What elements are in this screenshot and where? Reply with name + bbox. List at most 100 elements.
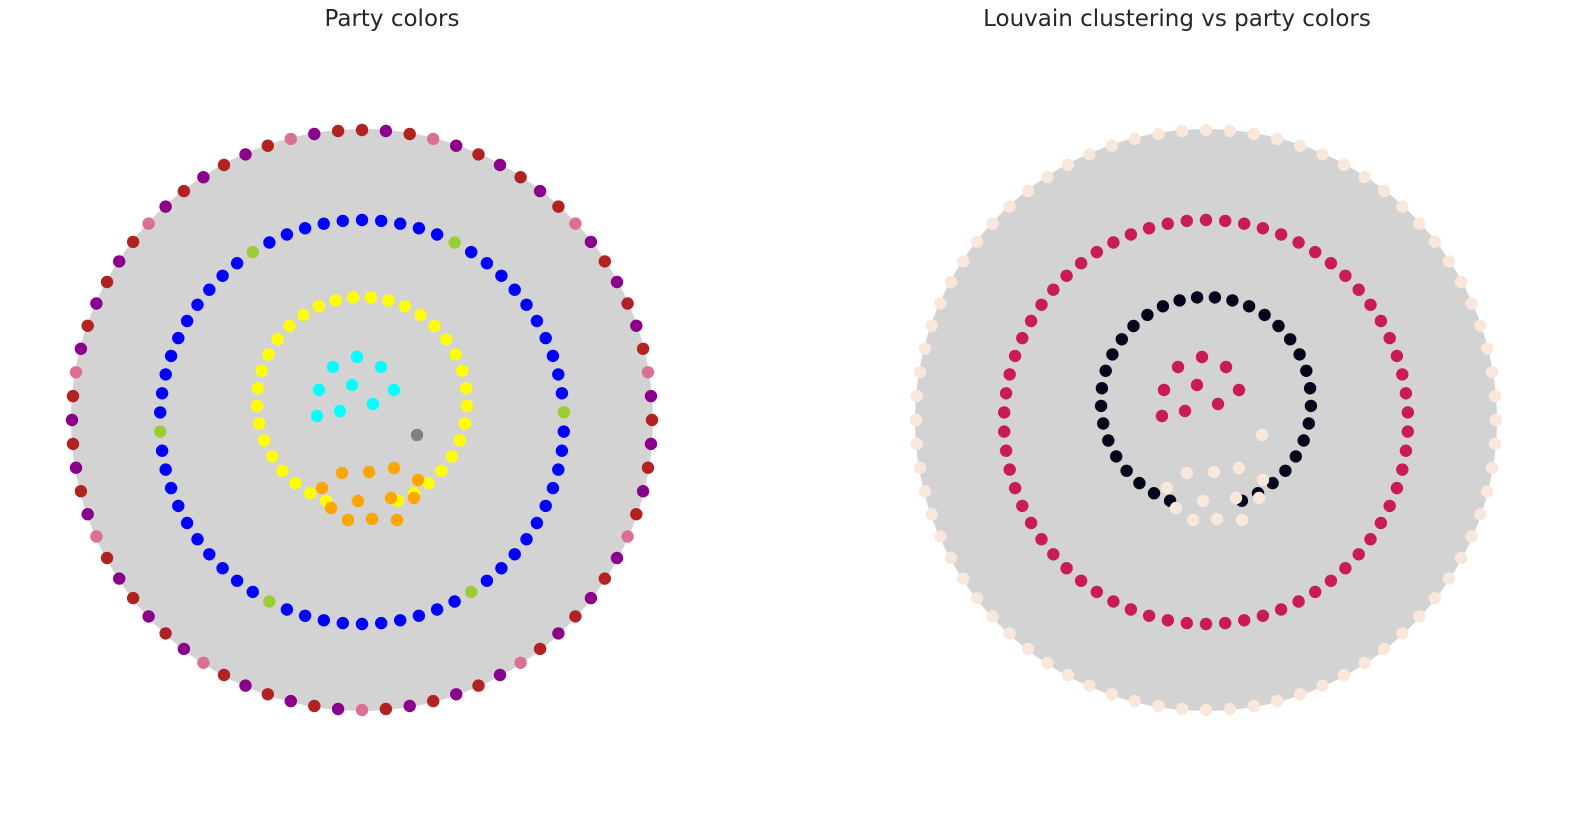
node-outer	[379, 124, 393, 138]
node-inner-arc	[1266, 476, 1279, 490]
node-crimson-group	[1232, 383, 1246, 397]
network-plot-louvain	[909, 123, 1503, 717]
node-middle	[154, 425, 167, 438]
node-orange-group	[365, 512, 379, 526]
node-inner-arc	[1297, 434, 1310, 447]
node-middle	[394, 217, 407, 230]
node-inner-arc	[456, 364, 469, 377]
node-outer	[1465, 530, 1478, 543]
node-inner-arc	[1293, 348, 1306, 361]
node-outer	[934, 297, 947, 310]
node-outer	[913, 366, 927, 379]
node-orange-group	[407, 491, 421, 505]
node-middle	[164, 481, 178, 495]
node-middle	[465, 585, 478, 599]
node-outer	[584, 235, 598, 249]
node-pale-group	[1252, 491, 1266, 505]
node-outer	[533, 642, 547, 656]
node-outer	[1175, 702, 1189, 716]
node-outer	[913, 461, 927, 474]
node-inner-arc	[1302, 417, 1315, 430]
node-outer	[1294, 688, 1307, 701]
node-cyan-group	[345, 378, 359, 392]
node-middle	[557, 425, 570, 438]
node-inner-arc	[1110, 450, 1123, 463]
node-pale-group	[1210, 512, 1224, 526]
panel-title: Party colors	[324, 6, 460, 32]
node-inner-arc	[422, 476, 435, 490]
edge-hull	[915, 129, 1497, 711]
node-middle	[172, 331, 185, 345]
node-middle	[336, 214, 349, 228]
node-outer	[1041, 171, 1054, 184]
node-inner-arc	[297, 308, 310, 322]
node-outer	[126, 591, 140, 605]
node-pale-group	[1180, 466, 1194, 480]
node-inner-arc	[1156, 300, 1170, 313]
node-inner-arc	[276, 464, 289, 477]
node-inner-arc	[1095, 382, 1109, 395]
node-middle	[203, 283, 216, 296]
node-outer	[261, 139, 274, 152]
node-outer	[450, 688, 463, 701]
node-outer	[1083, 148, 1096, 161]
node-middle	[1008, 349, 1022, 363]
node-middle	[539, 499, 552, 513]
node-middle	[520, 533, 533, 546]
node-inner-arc	[289, 476, 302, 490]
node-cyan-group	[374, 360, 388, 374]
node-outer	[284, 694, 297, 708]
node-outer	[552, 200, 565, 213]
node-outer	[584, 591, 598, 605]
node-inner-arc	[458, 417, 471, 430]
node-middle	[1256, 222, 1270, 235]
node-outer	[1454, 551, 1468, 565]
node-outer	[159, 627, 172, 640]
node-crimson-group	[1171, 360, 1185, 374]
node-middle	[1364, 533, 1377, 546]
node-outer	[1223, 124, 1237, 138]
node-cyan-group	[350, 350, 364, 364]
node-outer	[493, 668, 507, 682]
node-outer	[81, 319, 94, 332]
node-middle	[191, 533, 204, 546]
panel-louvain-clustering: Louvain clustering vs party colors	[785, 0, 1569, 816]
node-middle	[1324, 574, 1338, 587]
node-outer	[1413, 610, 1426, 623]
node-middle	[216, 269, 229, 282]
node-middle	[1003, 463, 1016, 476]
node-cyan-group	[312, 383, 326, 397]
node-pale-group	[1235, 513, 1249, 527]
node-outer	[1105, 688, 1118, 701]
node-outer	[1152, 699, 1165, 713]
node-inner-arc	[453, 434, 466, 447]
node-inner-arc	[428, 319, 441, 333]
node-inner-arc	[1208, 291, 1222, 304]
node-middle	[1090, 585, 1103, 599]
node-inner-arc	[459, 382, 473, 395]
node-middle	[1399, 387, 1413, 400]
node-pale-group	[1196, 494, 1210, 508]
node-middle	[1238, 614, 1251, 627]
node-middle	[355, 617, 369, 631]
node-inner-arc	[1303, 382, 1317, 395]
node-outer	[1488, 389, 1502, 403]
node-outer	[1247, 127, 1260, 141]
node-middle	[230, 257, 244, 270]
node-inner-arc	[1094, 399, 1108, 413]
node-middle	[480, 257, 494, 270]
node-inner-arc	[1289, 450, 1302, 463]
node-middle	[1016, 499, 1029, 513]
node-inner-arc	[250, 399, 264, 413]
panel-title: Louvain clustering vs party colors	[983, 6, 1371, 32]
node-middle	[1142, 609, 1156, 622]
node-middle	[280, 228, 294, 241]
node-outer	[493, 158, 507, 172]
node-outer	[308, 699, 321, 713]
node-middle	[154, 406, 167, 419]
node-middle	[412, 609, 426, 622]
node-middle	[508, 548, 521, 561]
node-middle	[1396, 368, 1409, 381]
node-outer	[427, 694, 440, 708]
node-crimson-group	[1211, 397, 1225, 411]
